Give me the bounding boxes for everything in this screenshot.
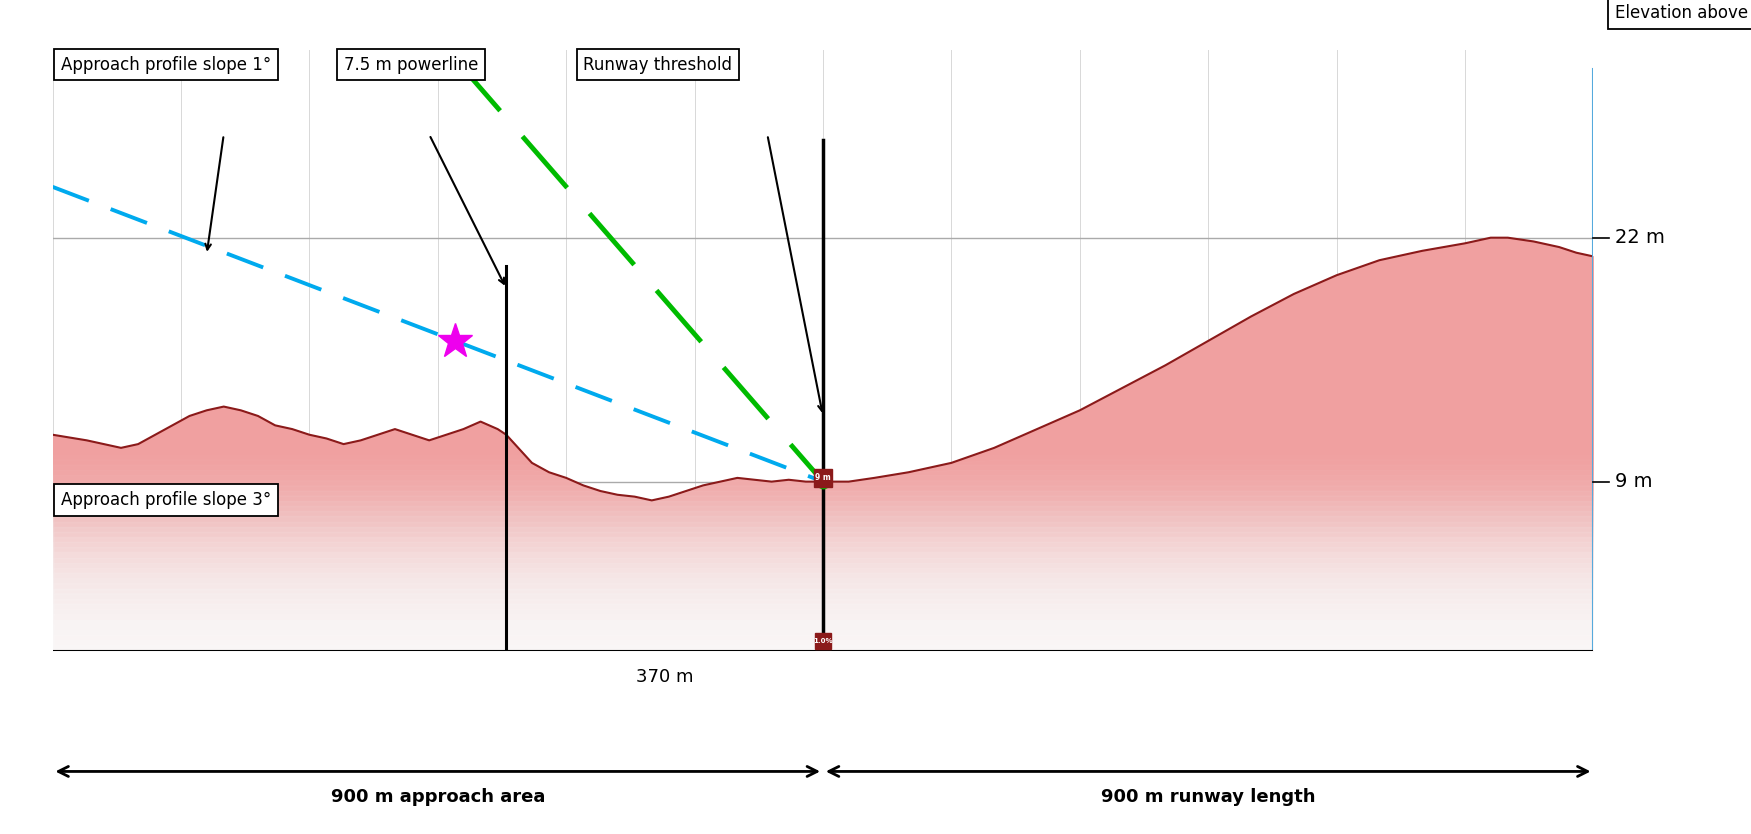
Text: Elevation above mean sea level: Elevation above mean sea level	[1614, 4, 1751, 22]
Text: 9 m: 9 m	[816, 474, 830, 482]
Text: 900 m runway length: 900 m runway length	[1101, 788, 1315, 806]
Text: Approach profile slope 3°: Approach profile slope 3°	[61, 491, 271, 509]
Text: 7.5 m powerline: 7.5 m powerline	[343, 56, 478, 73]
Text: Approach profile slope 1°: Approach profile slope 1°	[61, 56, 271, 73]
Text: 370 m: 370 m	[636, 668, 693, 686]
Text: 9 m: 9 m	[1614, 472, 1653, 491]
Text: 22 m: 22 m	[1614, 229, 1665, 247]
Text: 900 m approach area: 900 m approach area	[331, 788, 545, 806]
Text: Runway threshold: Runway threshold	[583, 56, 732, 73]
Text: 1.0%: 1.0%	[812, 638, 833, 644]
